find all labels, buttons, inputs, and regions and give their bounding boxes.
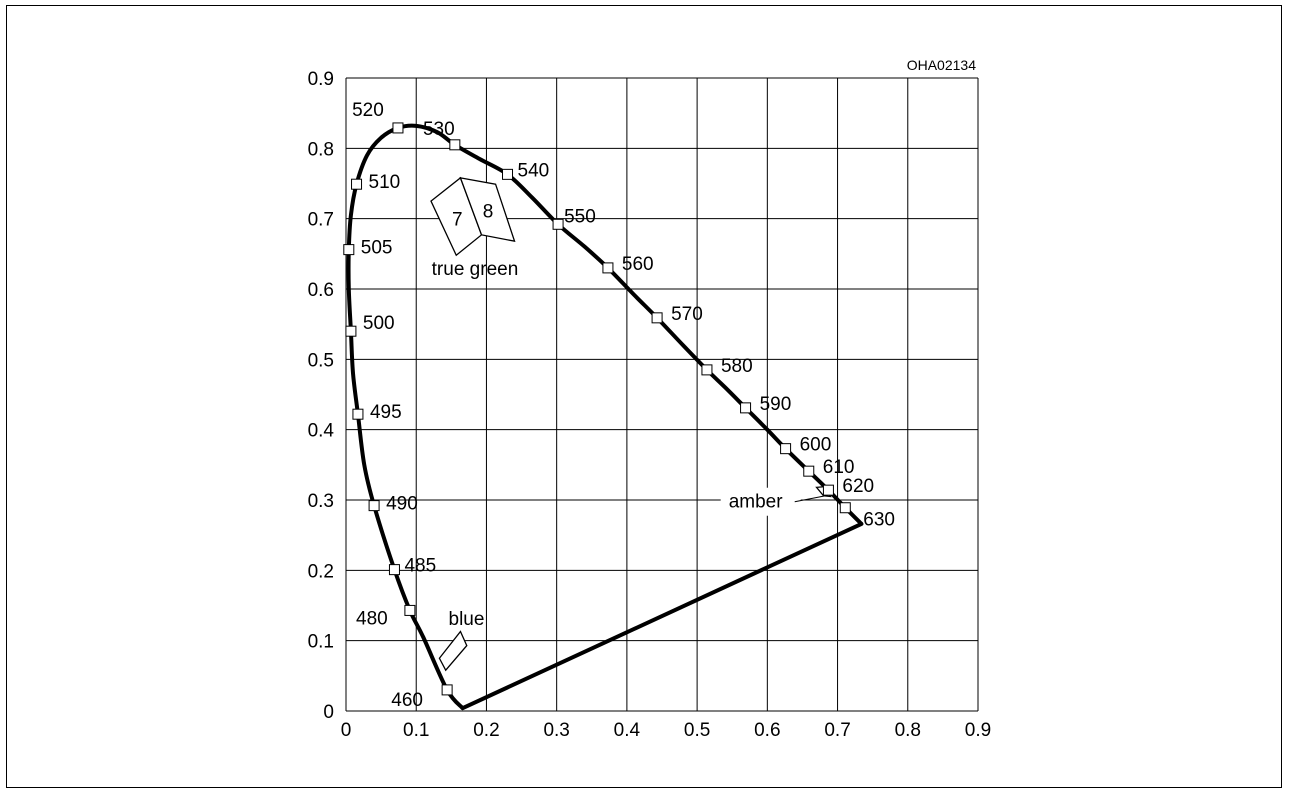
wavelength-label-505: 505 [361,238,393,259]
x-tick-label: 0.9 [965,720,991,741]
wavelength-label-480: 480 [356,608,388,629]
wavelength-label-610: 610 [823,457,855,478]
locus-marker-480 [404,604,416,616]
purple-line [460,521,864,711]
locus-marker-485 [388,564,400,576]
locus-marker-580 [701,364,713,376]
locus-marker-460 [441,684,453,696]
locus-marker-530 [449,139,461,151]
x-tick-label: 0.3 [543,720,569,741]
locus-marker-510 [351,178,363,190]
wavelength-label-485: 485 [404,556,436,577]
figure-code: OHA02134 [907,57,976,73]
locus-marker-590 [740,402,752,414]
y-tick-label: 0.7 [308,210,334,231]
wavelength-label-590: 590 [760,394,792,415]
locus-marker-560 [602,262,614,274]
region-blue [438,630,468,672]
locus-marker-520 [392,122,404,134]
wavelength-label-510: 510 [369,172,401,193]
locus-markers: 460 480 485 490 495 500 505 510 520 530 540 550 560 5… [343,100,895,711]
locus-marker-500 [345,325,357,337]
wavelength-label-550: 550 [564,206,596,227]
figure-frame [6,5,1282,788]
x-tick-label: 0.1 [403,720,429,741]
locus-marker-630 [839,502,851,514]
x-tick-label: 0.8 [895,720,921,741]
y-tick-label: 0.4 [308,421,335,442]
locus-marker-600 [780,443,792,455]
locus-marker-540 [502,168,514,180]
tick-labels: 0 0.1 0.2 0.3 0.4 0.5 0.6 0.7 0.8 0.9 0 0.1 0.2 0.3 0.… [308,69,992,741]
annotation-blue: blue [449,609,485,630]
annotation-true-green: true green [432,259,519,280]
y-tick-label: 0 [323,702,334,723]
locus-marker-610 [803,465,815,477]
x-tick-label: 0.2 [473,720,499,741]
locus-marker-495 [352,408,364,420]
wavelength-label-570: 570 [671,304,703,325]
x-tick-label: 0.6 [754,720,780,741]
wavelength-label-460: 460 [391,690,423,711]
locus-marker-620 [822,484,834,496]
annotations: true green blue amber [432,259,826,630]
amber-label-bg [720,487,801,516]
spectral-locus [346,123,864,711]
region-true-green-8 [459,177,516,243]
y-tick-label: 0.8 [308,139,334,160]
y-tick-label: 0.9 [308,69,334,90]
x-tick-label: 0.4 [614,720,641,741]
x-tick-label: 0.7 [824,720,850,741]
locus-marker-550 [552,218,564,230]
locus-marker-505 [343,244,355,256]
wavelength-label-530: 530 [423,119,455,140]
y-tick-label: 0.6 [308,280,334,301]
y-tick-label: 0.2 [308,561,334,582]
wavelength-label-620: 620 [842,476,874,497]
y-tick-label: 0.1 [308,632,334,653]
locus-marker-570 [651,312,663,324]
wavelength-label-500: 500 [363,313,395,334]
locus-marker-490 [368,500,380,512]
wavelength-label-520: 520 [352,100,384,121]
y-tick-label: 0.5 [308,350,334,371]
grid [345,77,979,712]
wavelength-label-490: 490 [386,494,418,515]
x-tick-label: 0.5 [684,720,710,741]
wavelength-label-495: 495 [370,402,402,423]
wavelength-label-560: 560 [622,254,654,275]
y-tick-label: 0.3 [308,491,334,512]
wavelength-label-630: 630 [863,510,895,531]
x-tick-label: 0 [341,720,352,741]
wavelength-label-540: 540 [518,160,550,181]
wavelength-label-600: 600 [800,435,832,456]
region-label-true-green-8: 8 [483,202,494,223]
amber-leader [794,495,826,503]
wavelength-label-580: 580 [721,356,753,377]
locus-curve [346,123,863,710]
region-label-true-green-7: 7 [452,209,463,230]
annotation-amber: amber [729,492,784,513]
